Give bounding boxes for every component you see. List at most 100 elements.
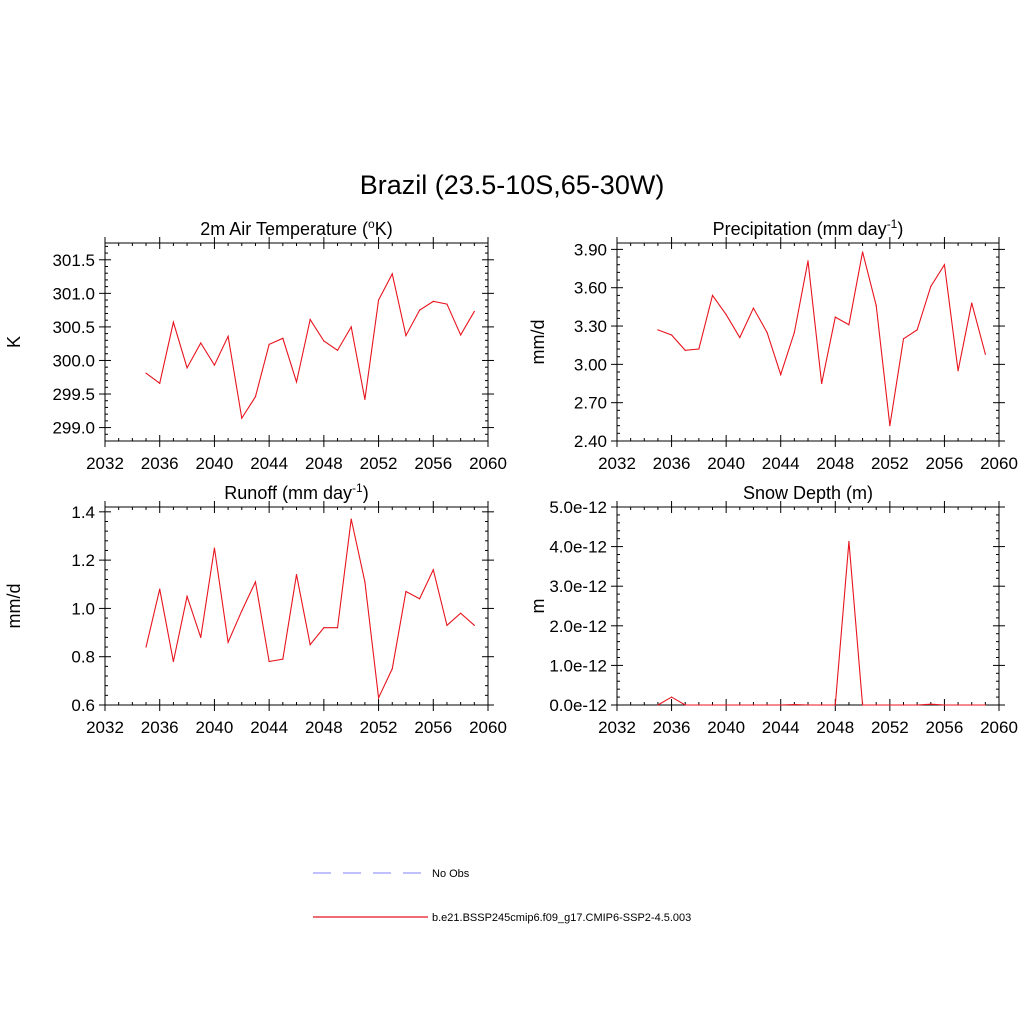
- data-point: [698, 704, 700, 706]
- data-point: [848, 324, 850, 326]
- data-point: [848, 540, 850, 543]
- data-point: [684, 349, 686, 351]
- data-point: [793, 704, 795, 706]
- panel-title-main: 2m Air Temperature (: [200, 219, 368, 239]
- data-point: [460, 334, 462, 336]
- data-point: [446, 624, 448, 626]
- data-point: [473, 624, 475, 626]
- data-point: [186, 595, 188, 597]
- data-point: [172, 321, 174, 323]
- data-point: [875, 704, 877, 706]
- y-tick-label: 5.0e-12: [549, 498, 607, 517]
- data-point: [254, 581, 257, 583]
- data-point: [432, 300, 434, 302]
- data-point: [159, 588, 161, 590]
- data-point: [377, 299, 380, 301]
- data-point: [657, 704, 659, 706]
- data-point: [957, 370, 959, 372]
- data-point: [971, 302, 973, 304]
- data-point: [834, 704, 836, 706]
- y-tick-label: 1.0e-12: [549, 656, 607, 675]
- data-point: [971, 704, 973, 706]
- x-tick-label: 2048: [305, 454, 343, 473]
- panel-title-suffix: ): [897, 219, 903, 239]
- data-point: [145, 372, 147, 374]
- data-point: [241, 417, 243, 419]
- data-point: [227, 335, 229, 337]
- panel-title-superscript: o: [368, 217, 375, 231]
- series-line: [145, 272, 475, 420]
- data-point: [670, 696, 673, 698]
- plot-frame: [104, 242, 489, 442]
- data-point: [227, 641, 229, 643]
- data-point: [780, 704, 782, 706]
- y-tick-label: 301.5: [52, 251, 95, 270]
- data-point: [473, 310, 475, 313]
- y-tick-label: 300.0: [52, 351, 95, 370]
- y-tick-label: 2.0e-12: [549, 617, 607, 636]
- legend-label: No Obs: [432, 868, 470, 880]
- y-tick-label: 0.8: [71, 648, 95, 667]
- y-tick-label: 301.0: [52, 284, 95, 303]
- legend: No Obs b.e21.BSSP245cmip6.f09_g17.CMIP6-S…: [313, 868, 691, 924]
- data-point: [902, 338, 905, 340]
- y-tick-label: 299.5: [52, 385, 95, 404]
- data-point: [752, 307, 755, 309]
- data-point: [405, 335, 407, 337]
- figure-title: Brazil (23.5-10S,65-30W): [359, 170, 665, 200]
- data-point: [405, 590, 407, 593]
- panel-title-suffix: ): [363, 483, 369, 503]
- data-point: [364, 398, 366, 400]
- data-point: [889, 425, 891, 427]
- data-point: [916, 704, 918, 706]
- data-point: [657, 329, 659, 331]
- data-point: [834, 316, 836, 318]
- plot-frame: [616, 506, 1000, 706]
- data-point: [295, 381, 298, 383]
- data-point: [930, 703, 932, 705]
- series-line: [145, 518, 475, 700]
- data-point: [725, 313, 727, 316]
- data-point: [282, 658, 284, 660]
- data-point: [984, 353, 986, 355]
- data-point: [916, 329, 918, 331]
- data-point: [254, 396, 257, 398]
- data-point: [780, 373, 782, 376]
- x-tick-label: 2032: [86, 718, 124, 737]
- x-tick-label: 2060: [469, 718, 507, 737]
- x-tick-label: 2056: [414, 454, 452, 473]
- data-point: [698, 348, 700, 350]
- data-point: [268, 343, 270, 345]
- data-point: [200, 636, 202, 638]
- chart-panel-3: 2032 2036 2040 2044 2048 2052 2056 2060 0.6 0.8 1.…: [4, 481, 507, 737]
- data-point: [711, 704, 714, 706]
- x-tick-label: 2044: [762, 454, 800, 473]
- y-tick-label: 3.00: [574, 355, 607, 374]
- series-line: [657, 541, 986, 706]
- data-point: [350, 326, 352, 328]
- data-point: [391, 668, 393, 670]
- x-tick-label: 2052: [360, 454, 398, 473]
- data-point: [670, 334, 673, 336]
- chart-panel-2: 2032 2036 2040 2044 2048 2052 2056 2060 2.40 2.70…: [528, 217, 1018, 473]
- data-point: [821, 704, 823, 706]
- y-tick-label: 300.5: [52, 318, 95, 337]
- data-point: [943, 704, 946, 706]
- data-point: [309, 644, 311, 646]
- x-tick-label: 2048: [816, 718, 854, 737]
- x-tick-label: 2048: [816, 454, 854, 473]
- x-tick-label: 2056: [414, 718, 452, 737]
- x-tick-label: 2052: [871, 718, 909, 737]
- data-point: [186, 367, 188, 369]
- data-point: [241, 610, 243, 612]
- data-point: [145, 646, 147, 648]
- x-tick-label: 2036: [141, 718, 179, 737]
- x-tick-label: 2052: [871, 454, 909, 473]
- series-line: [657, 251, 986, 426]
- y-tick-label: 4.0e-12: [549, 538, 607, 557]
- data-point: [364, 581, 366, 583]
- plot-frame: [616, 242, 1000, 442]
- x-tick-label: 2048: [305, 718, 343, 737]
- panel-title-superscript: -1: [352, 481, 363, 495]
